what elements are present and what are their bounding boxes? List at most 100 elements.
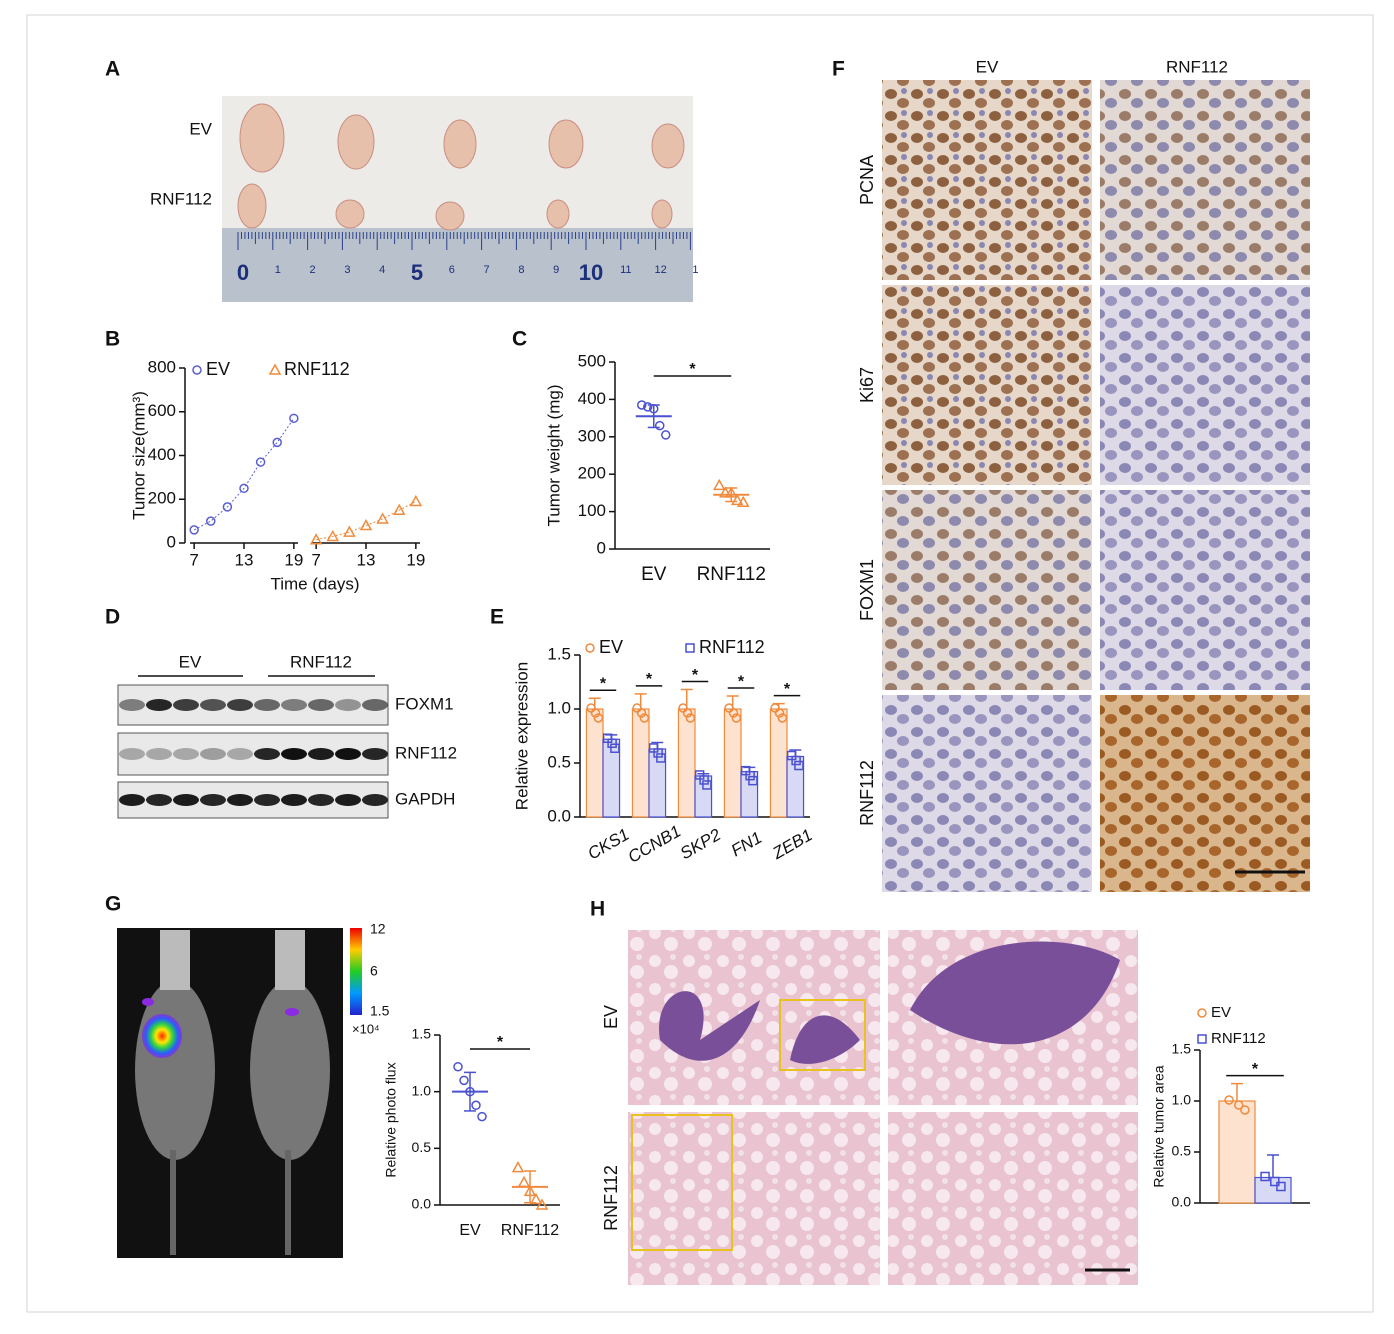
point (535, 1198, 549, 1210)
point (791, 755, 801, 766)
y-tick-label: 0.0 (1172, 1194, 1192, 1210)
point (1224, 1095, 1234, 1105)
point (272, 437, 282, 448)
column-label: RNF112 (1166, 57, 1228, 76)
y-tick-label: 0.0 (412, 1196, 432, 1212)
y-axis-label: Tumor size(mm³) (129, 391, 148, 520)
legend-label: EV (1211, 1004, 1231, 1021)
point (585, 643, 595, 653)
row-label: RNF112 (601, 1165, 621, 1231)
ruler-label: 9 (553, 264, 559, 276)
y-tick-label: 100 (578, 501, 606, 520)
y-tick-label: 0 (597, 538, 606, 557)
point (636, 708, 647, 718)
point (774, 708, 785, 718)
x-tick-label: 13 (235, 550, 254, 569)
group-label: RNF112 (290, 652, 352, 671)
annotation: * (784, 681, 791, 698)
point (643, 402, 653, 412)
band-label: RNF112 (395, 743, 457, 762)
blot-band (362, 748, 388, 760)
y-tick-label: 0.5 (1172, 1143, 1192, 1159)
ruler-label: 10 (579, 260, 603, 285)
point (1240, 1105, 1250, 1115)
point (392, 503, 406, 515)
y-tick-label: 600 (148, 401, 176, 420)
y-tick-label: 1.5 (412, 1026, 432, 1042)
point (1270, 1176, 1280, 1187)
point (376, 512, 389, 524)
y-tick-label: 800 (148, 357, 176, 376)
blot-band (308, 748, 334, 760)
panel-letter: H (590, 898, 605, 921)
blot-band (146, 699, 172, 711)
legend-label: RNF112 (699, 637, 765, 657)
ruler-label: 2 (310, 264, 316, 276)
colorbar-label: 12 (370, 921, 386, 937)
panel-letter: A (105, 58, 120, 81)
error-bar (647, 404, 660, 428)
point (655, 420, 665, 431)
y-tick-label: 200 (148, 489, 176, 508)
blot-band (173, 699, 199, 711)
point (471, 1100, 481, 1111)
point (309, 533, 323, 545)
point (511, 1161, 525, 1173)
blot-band (173, 748, 199, 760)
blot-band (227, 794, 253, 806)
y-tick-label: 1.0 (412, 1082, 432, 1098)
error-bar (1267, 1154, 1279, 1178)
colorbar-unit: ×10⁴ (352, 1021, 380, 1036)
point (1197, 1008, 1207, 1018)
point (222, 502, 233, 512)
error-bar (524, 1170, 536, 1203)
ruler-label: 5 (411, 260, 423, 285)
y-axis-label: Relative expression (512, 662, 531, 810)
panel-g-image (117, 928, 362, 1258)
legend-label: RNF112 (1211, 1030, 1266, 1047)
bar (769, 708, 788, 818)
blot-band (254, 794, 280, 806)
point (637, 400, 647, 410)
blot-band (335, 699, 361, 711)
point (607, 738, 617, 748)
point (653, 748, 663, 758)
blot-band (146, 748, 172, 760)
error-bar (464, 1071, 476, 1111)
y-tick-label: 1.5 (547, 644, 571, 663)
point (685, 713, 696, 723)
y-axis-label: Tumor weight (mg) (544, 384, 563, 526)
row-label: Ki67 (857, 367, 877, 403)
blot-band (308, 699, 334, 711)
point (682, 708, 693, 718)
error-bar (1231, 1082, 1243, 1101)
blot-band (335, 794, 361, 806)
ruler-label: 7 (484, 264, 490, 276)
point (590, 708, 601, 718)
x-tick-label: RNF112 (501, 1222, 559, 1239)
ruler-label: 3 (344, 264, 350, 276)
point (699, 775, 709, 785)
blot-band (173, 794, 199, 806)
group-label: EV (179, 652, 202, 671)
legend-label: EV (599, 637, 623, 657)
panel-letter: C (512, 328, 527, 351)
bar (1218, 1100, 1256, 1204)
point (239, 483, 249, 494)
ruler-label: 8 (518, 264, 524, 276)
ruler-label: 12 (654, 264, 666, 276)
x-tick-label: EV (641, 564, 667, 585)
legend-label: EV (206, 359, 230, 379)
point (1260, 1171, 1270, 1182)
point (1276, 1181, 1286, 1192)
blot-band (362, 699, 388, 711)
point (748, 775, 758, 786)
annotation: * (646, 671, 653, 688)
point (702, 780, 712, 790)
annotation: * (600, 675, 607, 692)
legend-label: RNF112 (284, 359, 350, 379)
series-line (193, 418, 295, 531)
blot-band (362, 794, 388, 806)
point (192, 365, 202, 375)
y-tick-label: 400 (578, 389, 606, 408)
